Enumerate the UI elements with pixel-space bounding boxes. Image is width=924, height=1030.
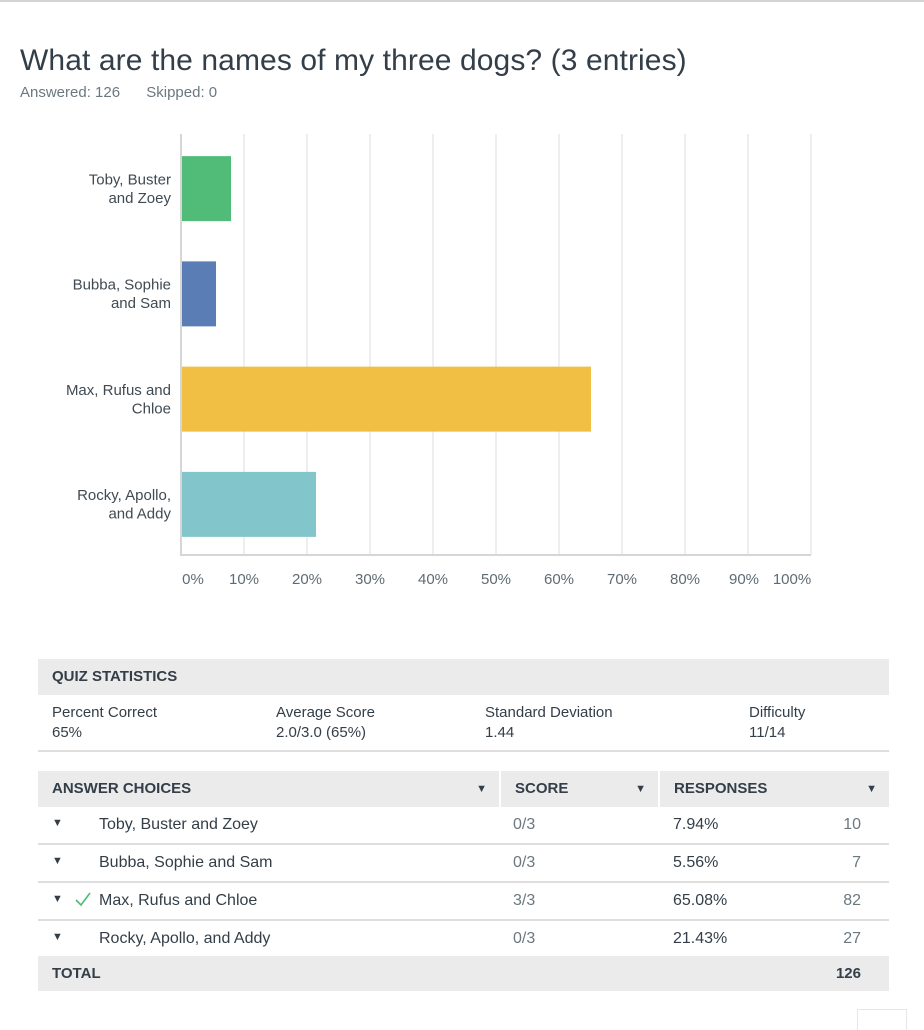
quiz-statistics-row: Percent Correct 65% Average Score 2.0/3.… [38,695,889,752]
stat-label: Percent Correct [52,704,158,721]
total-row: TOTAL 126 [38,956,889,991]
total-value: 126 [835,965,861,982]
top-border [0,0,924,2]
bar[interactable] [182,156,232,222]
stat-value: 65% [52,724,83,741]
response-percent: 65.08% [673,892,728,909]
response-percent: 7.94% [673,816,719,833]
response-summary: Answered: 126 Skipped: 0 [20,84,239,101]
chart-gridlines [243,134,812,555]
sort-caret-icon[interactable]: ▼ [866,783,877,795]
answer-score: 3/3 [513,892,536,909]
stat-average-score: Average Score 2.0/3.0 (65%) [276,703,375,743]
category-label: and Zoey [108,190,171,207]
stat-label: Difficulty [749,704,806,721]
expand-caret-icon[interactable]: ▼ [52,893,63,905]
response-percent: 21.43% [673,930,728,947]
category-label: Rocky, Apollo, [77,487,171,504]
category-label: Chloe [132,400,171,417]
bar[interactable] [182,366,592,432]
x-tick-label: 50% [481,571,511,588]
bar[interactable] [182,261,217,327]
stat-label: Average Score [276,704,375,721]
floating-widget[interactable] [857,1009,907,1030]
sort-caret-icon[interactable]: ▼ [476,783,487,795]
bar[interactable] [182,471,317,537]
answer-choice-label: Bubba, Sophie and Sam [99,854,273,871]
response-percent: 5.56% [673,854,719,871]
answer-choice-label: Max, Rufus and Chloe [99,892,258,909]
answer-score: 0/3 [513,854,536,871]
stat-difficulty: Difficulty 11/14 [749,703,805,743]
x-tick-label: 100% [773,571,811,588]
x-tick-label: 60% [544,571,574,588]
chart-x-tick-labels: 0% 10% 20% 30% 40% 50% 60% 70% 80% 90% 100% [182,571,811,588]
column-header-label: SCORE [515,780,569,797]
sort-caret-icon[interactable]: ▼ [635,783,646,795]
table-row: ▼ Bubba, Sophie and Sam 0/3 5.56% 7 [38,845,889,883]
x-tick-label: 80% [670,571,700,588]
column-header-answer-choices[interactable]: ANSWER CHOICES ▼ [38,771,499,807]
skipped-count: Skipped: 0 [146,84,218,101]
expand-caret-icon[interactable]: ▼ [52,817,63,829]
expand-caret-icon[interactable]: ▼ [52,855,63,867]
table-header: ANSWER CHOICES ▼ SCORE ▼ RESPONSES ▼ [38,771,889,807]
stat-percent-correct: Percent Correct 65% [52,703,157,743]
x-tick-label: 40% [418,571,448,588]
category-label: and Addy [108,506,171,523]
chart-bars [182,156,592,537]
column-header-score[interactable]: SCORE ▼ [501,771,658,807]
category-label: Max, Rufus and [66,382,171,399]
response-count: 27 [843,930,861,947]
category-label: Toby, Buster [89,171,171,188]
response-count: 10 [843,816,861,833]
response-count: 82 [843,892,861,909]
column-header-label: ANSWER CHOICES [52,780,192,797]
answer-choice-label: Rocky, Apollo, and Addy [99,930,271,947]
x-tick-label: 20% [292,571,322,588]
stat-label: Standard Deviation [485,704,613,721]
answer-choice-label: Toby, Buster and Zoey [99,816,258,833]
table-row: ▼ Toby, Buster and Zoey 0/3 7.94% 10 [38,807,889,845]
x-tick-label: 0% [182,571,204,588]
quiz-statistics-panel: QUIZ STATISTICS Percent Correct 65% Aver… [38,659,889,752]
correct-check-icon [75,892,91,907]
answer-choices-table: ANSWER CHOICES ▼ SCORE ▼ RESPONSES ▼ ▼ T… [38,771,889,991]
x-tick-label: 10% [229,571,259,588]
quiz-statistics-header: QUIZ STATISTICS [38,659,889,695]
stat-standard-deviation: Standard Deviation 1.44 [485,703,613,743]
x-tick-label: 70% [607,571,637,588]
question-title: What are the names of my three dogs? (3 … [20,44,687,78]
answered-count: Answered: 126 [20,84,121,101]
column-header-responses[interactable]: RESPONSES ▼ [660,771,889,807]
stat-value: 11/14 [749,724,786,741]
answer-score: 0/3 [513,816,536,833]
stat-value: 1.44 [485,724,515,741]
category-label: and Sam [111,295,171,312]
total-label: TOTAL [52,965,101,982]
column-header-label: RESPONSES [674,780,768,797]
x-tick-label: 90% [729,571,759,588]
table-row: ▼ Rocky, Apollo, and Addy 0/3 21.43% 27 [38,921,889,957]
answer-score: 0/3 [513,930,536,947]
category-label: Bubba, Sophie [73,277,171,294]
table-row-correct: ▼ Max, Rufus and Chloe 3/3 65.08% 82 [38,883,889,921]
expand-caret-icon[interactable]: ▼ [52,931,63,943]
x-tick-label: 30% [355,571,385,588]
response-count: 7 [852,854,861,871]
stat-value: 2.0/3.0 (65%) [276,724,367,741]
